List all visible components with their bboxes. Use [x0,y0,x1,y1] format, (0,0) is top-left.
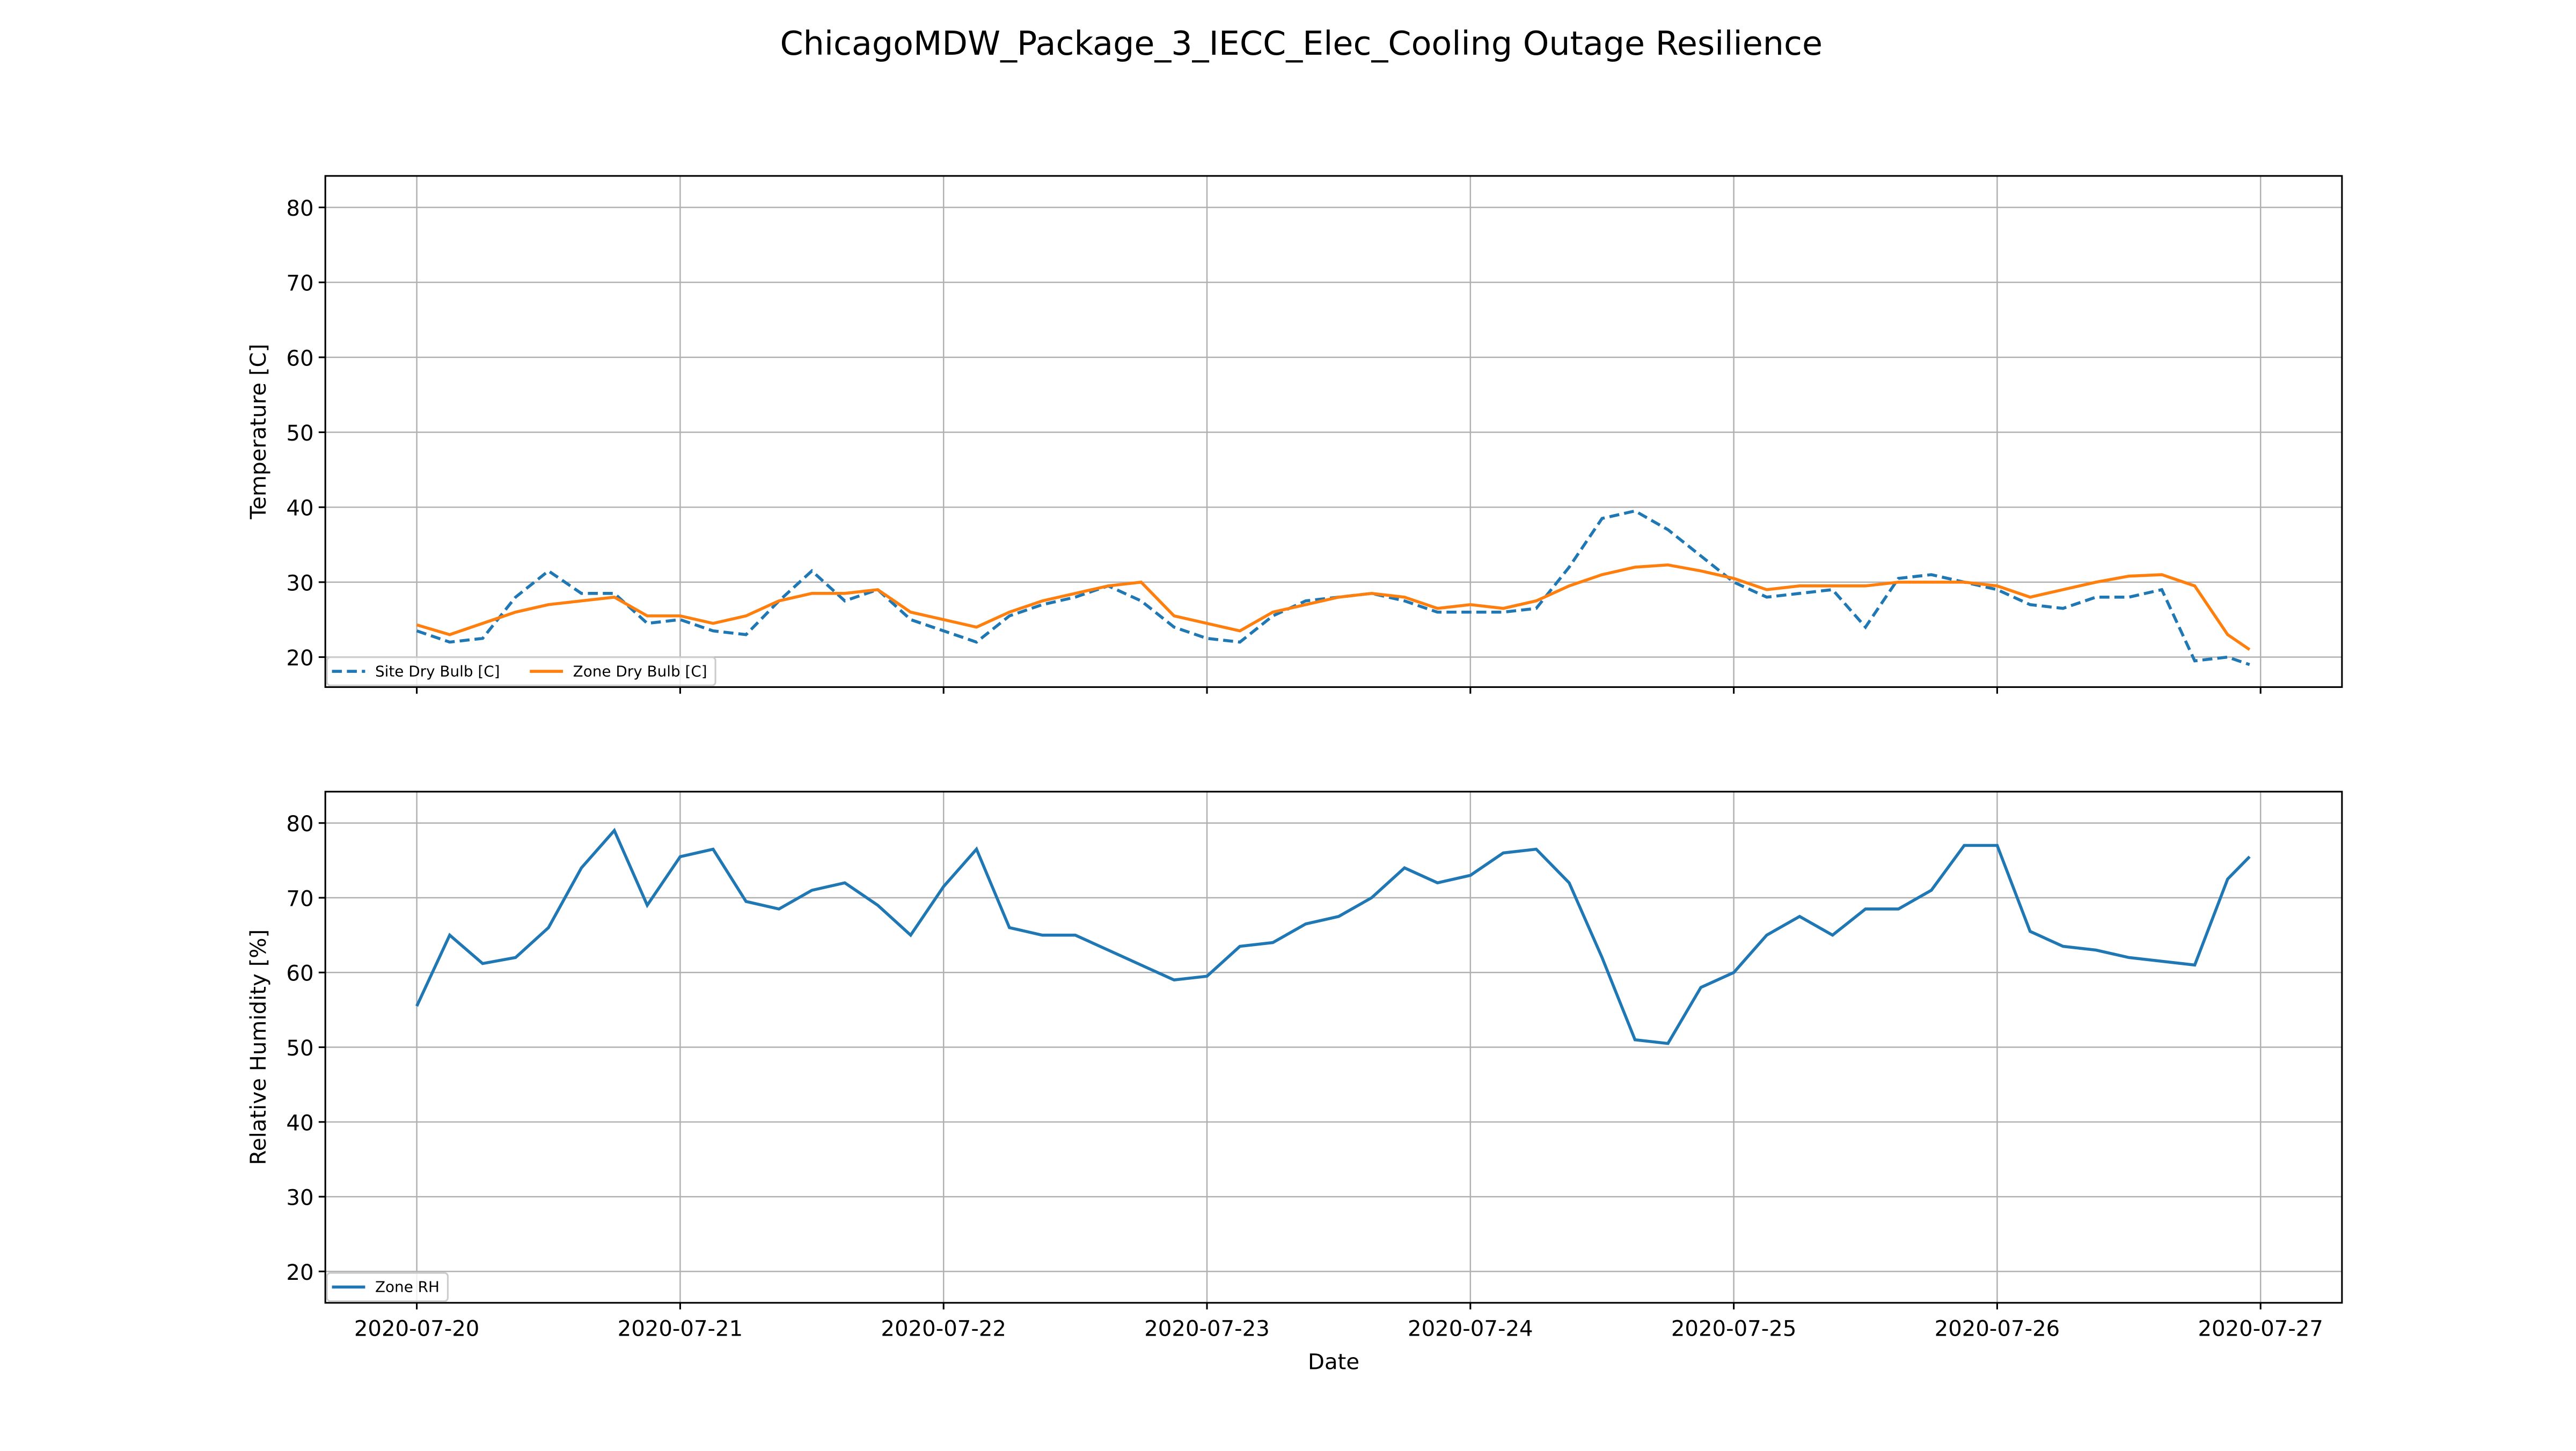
y-tick-label: 60 [286,962,313,986]
figure-title: ChicagoMDW_Package_3_IECC_Elec_Cooling O… [780,24,1823,63]
y-tick-label: 70 [286,886,313,911]
legend: Site Dry Bulb [C] Zone Dry Bulb [C] [326,656,716,686]
x-tick-label: 2020-07-26 [1935,1317,2060,1342]
y-tick-label: 40 [286,1111,313,1135]
y-tick-label: 30 [286,1186,313,1211]
legend-frame [326,1272,449,1302]
x-axis-label: Date [1308,1350,1359,1375]
y-tick-label: 60 [286,346,313,371]
y-tick-label: 50 [286,421,313,446]
legend-label: Site Dry Bulb [C] [375,662,500,680]
legend-frame [326,656,716,686]
y-tick-label: 50 [286,1036,313,1061]
y-axis-label: Relative Humidity [%] [246,929,271,1165]
subplot: 20 30 40 50 60 70 80 Temperature [C] Site Dry Bu… [246,175,2343,694]
x-tick-label: 2020-07-25 [1671,1317,1797,1342]
x-tick-label: 2020-07-27 [2198,1317,2323,1342]
x-tick-label: 2020-07-23 [1144,1317,1270,1342]
series-line [416,509,2250,666]
y-axis-label: Temperature [C] [246,344,271,520]
plot-frame [324,790,2343,1304]
y-tick-label: 20 [286,646,313,671]
y-tick-label: 20 [286,1261,313,1285]
y-tick-label: 40 [286,496,313,521]
legend: Zone RH [326,1272,449,1302]
x-tick-label: 2020-07-20 [354,1317,480,1342]
y-tick-label: 30 [286,571,313,596]
legend-label: Zone RH [375,1278,440,1296]
x-tick-label: 2020-07-21 [618,1317,743,1342]
y-tick-label: 70 [286,272,313,296]
subplot: 20 30 40 50 60 70 80 2020-07-20 2020-07-21 2020-0… [246,790,2343,1375]
series-line [416,563,2251,651]
legend-label: Zone Dry Bulb [C] [573,662,707,680]
x-tick-label: 2020-07-22 [881,1317,1006,1342]
series-line [415,827,2251,1045]
plot-frame [324,175,2343,688]
x-tick-label: 2020-07-24 [1408,1317,1533,1342]
y-tick-label: 80 [286,812,313,837]
y-tick-label: 80 [286,196,313,221]
